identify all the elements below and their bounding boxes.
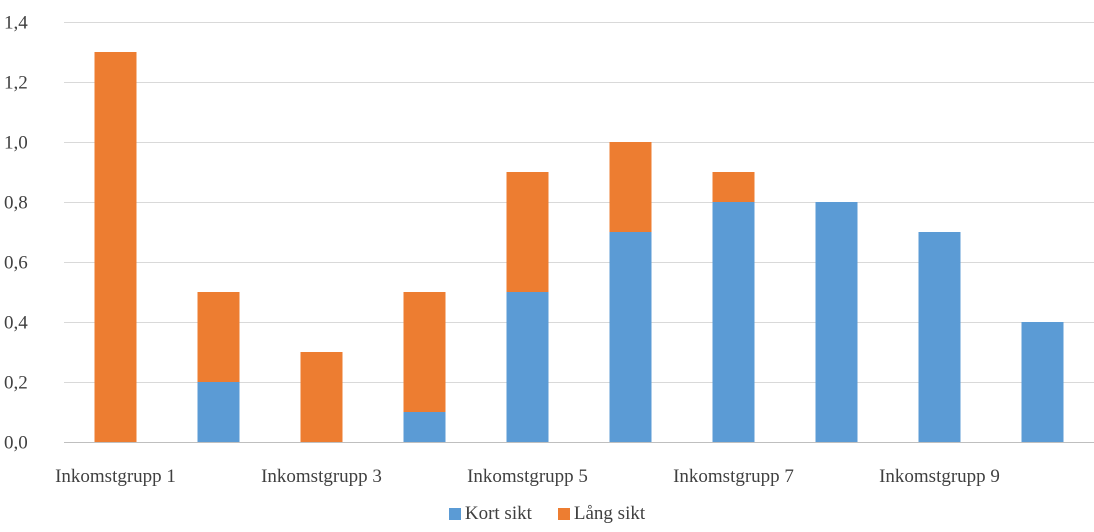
x-axis-tick-labels: Inkomstgrupp 1 Inkomstgrupp 3 Inkomstgrupp… (55, 466, 1000, 487)
bar-segment-lang-sikt (403, 292, 446, 412)
x-tick-label: Inkomstgrupp 5 (467, 466, 588, 487)
bar-segment-lang-sikt (94, 52, 137, 442)
bar-segment-kort-sikt (712, 202, 755, 442)
y-tick-label: 1,2 (4, 73, 28, 94)
y-tick-label: 0,2 (4, 373, 28, 394)
legend-label-lang-sikt: Lång sikt (573, 503, 646, 524)
bar-segment-lang-sikt (300, 352, 343, 442)
legend-swatch-lang-sikt (557, 508, 570, 520)
bar-segment-lang-sikt (506, 172, 549, 292)
bar-segment-lang-sikt (197, 292, 240, 382)
bars (94, 52, 1064, 442)
legend-item-lang-sikt: Lång sikt (557, 503, 646, 525)
y-tick-label: 1,4 (4, 13, 28, 34)
y-tick-label: 0,0 (4, 433, 28, 454)
bar-segment-kort-sikt (197, 382, 240, 442)
bar-segment-lang-sikt (609, 142, 652, 232)
y-tick-label: 0,4 (4, 313, 28, 334)
bar-segment-kort-sikt (815, 202, 858, 442)
y-tick-label: 1,0 (4, 133, 28, 154)
legend: Kort sikt Lång sikt (0, 503, 1094, 525)
x-tick-label: Inkomstgrupp 9 (879, 466, 1000, 487)
bar-segment-kort-sikt (506, 292, 549, 442)
bar-segment-lang-sikt (712, 172, 755, 202)
legend-label-kort-sikt: Kort sikt (464, 503, 532, 524)
y-axis-tick-labels: 0,0 0,2 0,4 0,6 0,8 1,0 1,2 1,4 (4, 13, 28, 454)
y-tick-label: 0,6 (4, 253, 28, 274)
legend-swatch-kort-sikt (448, 508, 461, 520)
bar-segment-kort-sikt (403, 412, 446, 442)
y-tick-label: 0,8 (4, 193, 28, 214)
bar-segment-kort-sikt (609, 232, 652, 442)
bar-segment-kort-sikt (918, 232, 961, 442)
x-tick-label: Inkomstgrupp 1 (55, 466, 176, 487)
x-tick-label: Inkomstgrupp 3 (261, 466, 382, 487)
x-tick-label: Inkomstgrupp 7 (673, 466, 794, 487)
legend-item-kort-sikt: Kort sikt (448, 503, 532, 525)
bar-segment-kort-sikt (1021, 322, 1064, 442)
